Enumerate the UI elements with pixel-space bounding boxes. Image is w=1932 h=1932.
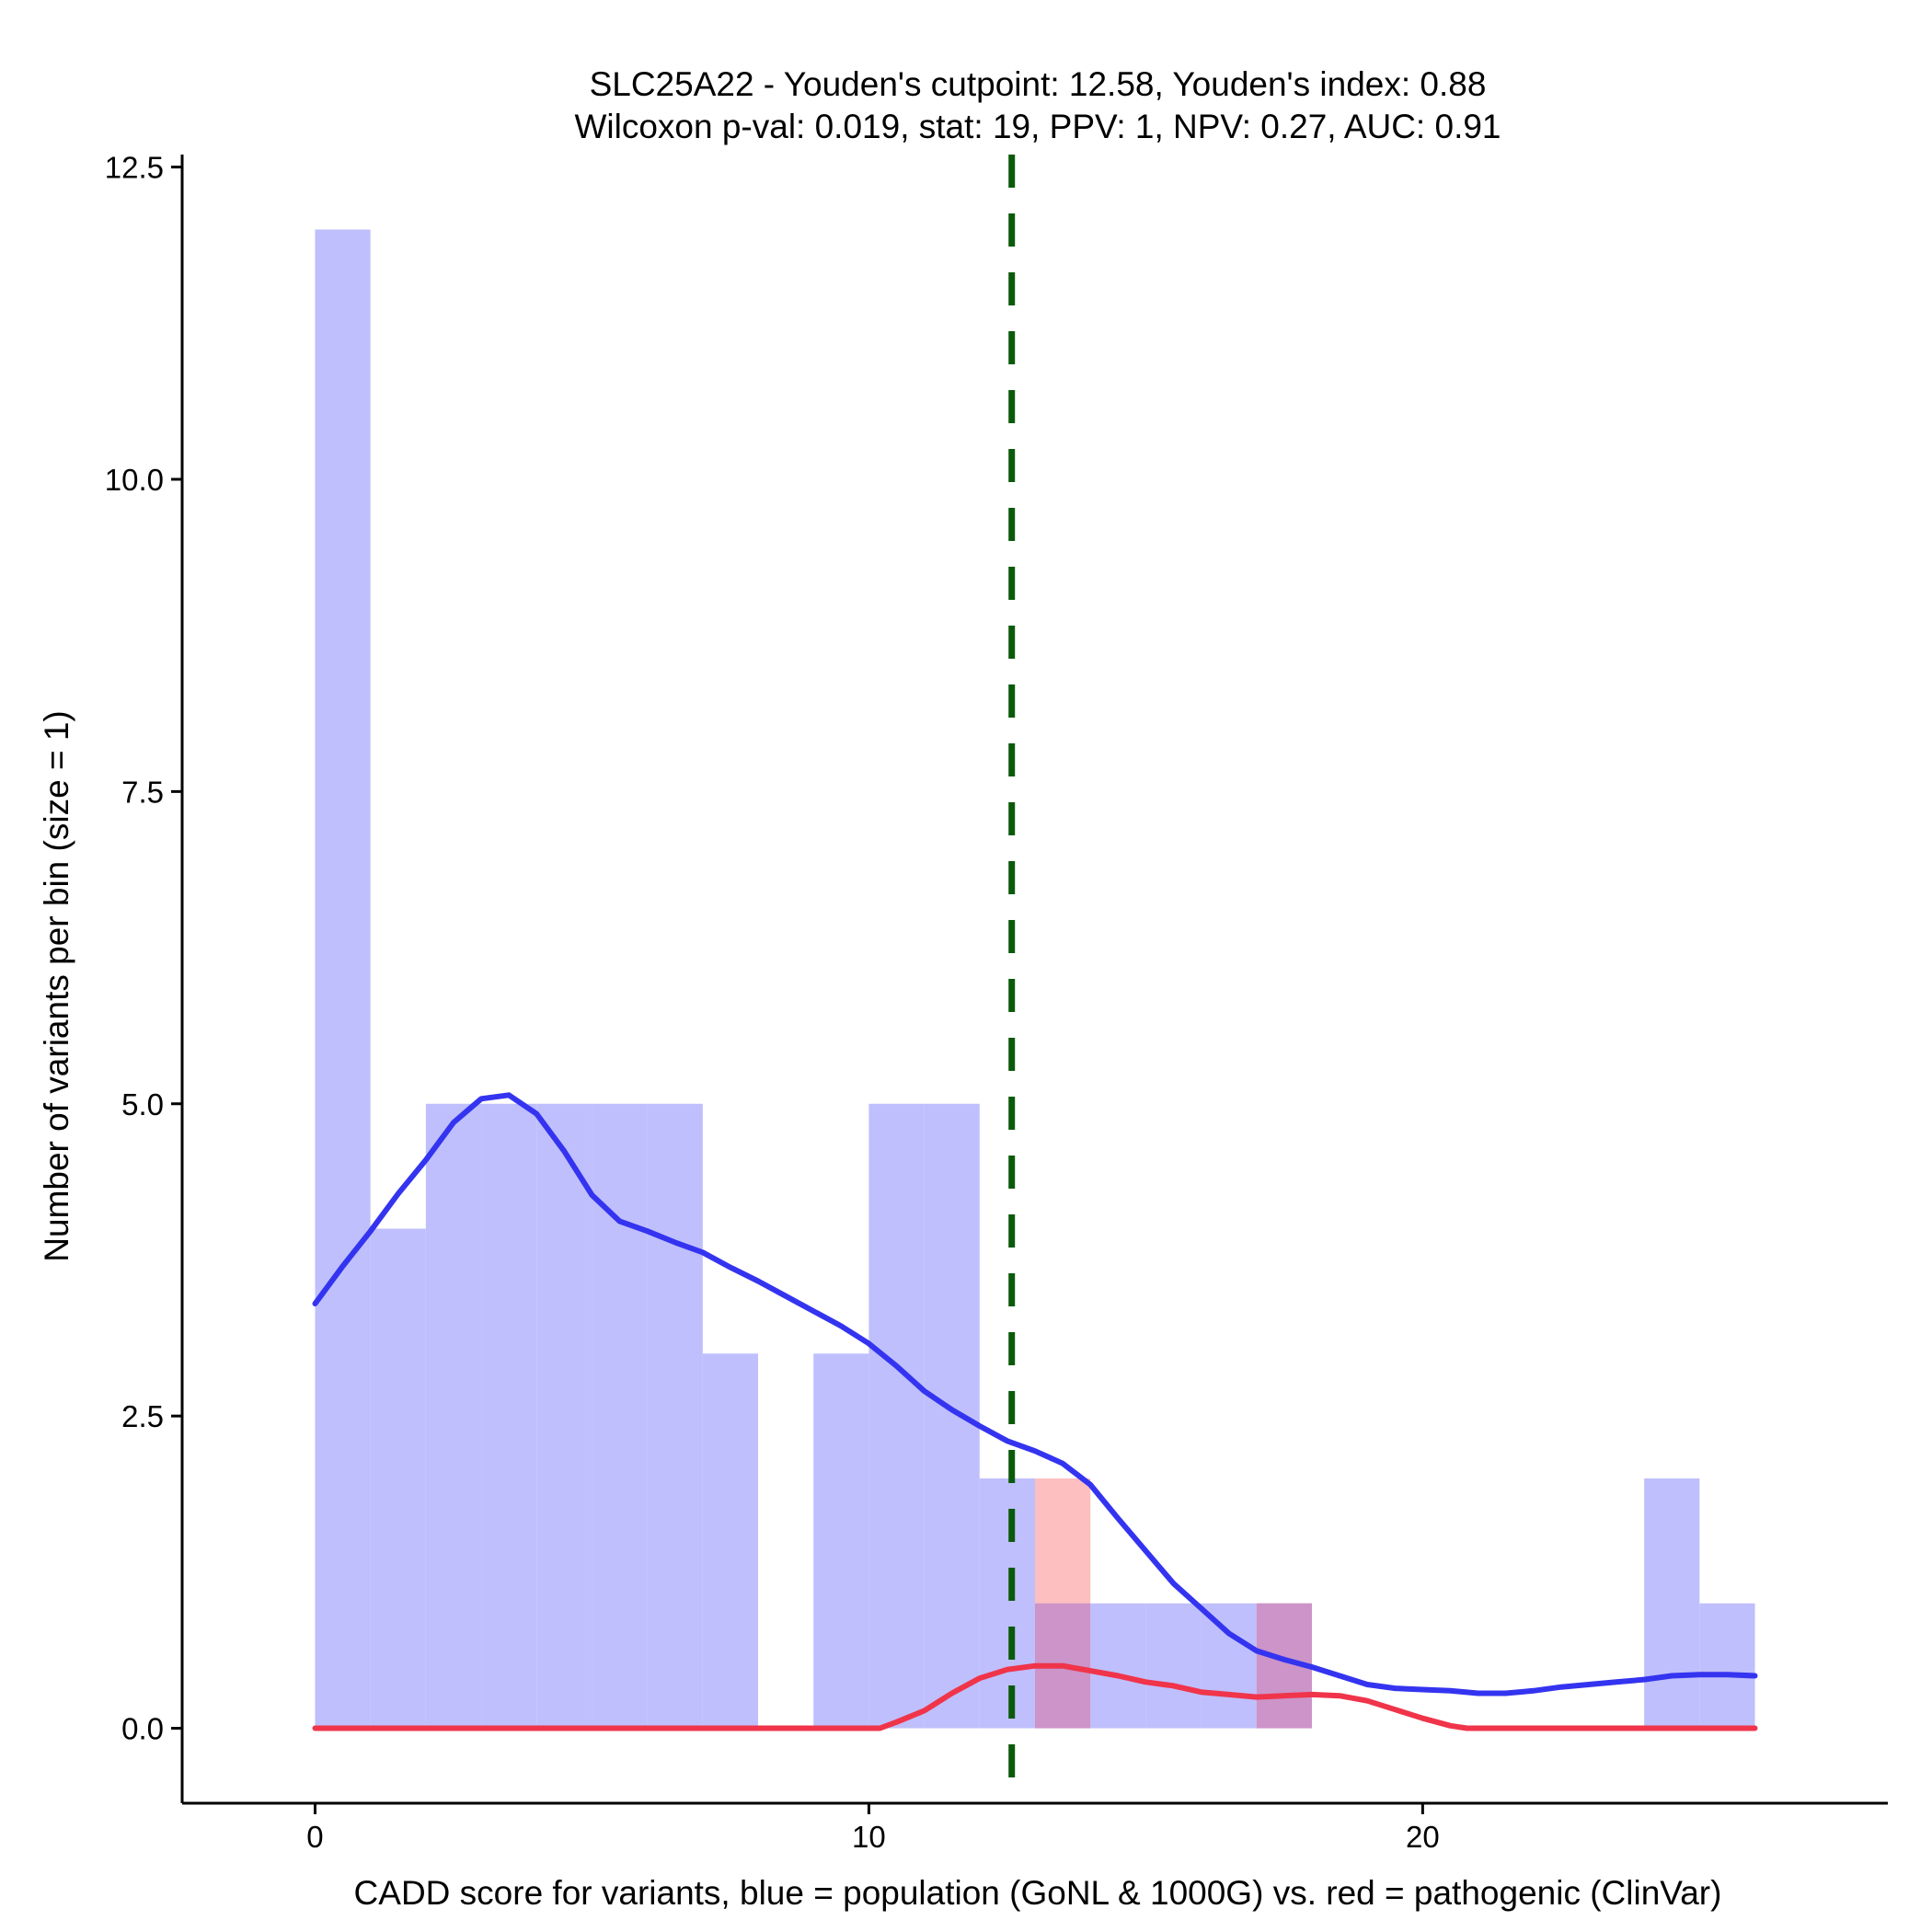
population-bar-9 (813, 1353, 869, 1729)
y-tick-label-4: 10.0 (105, 463, 164, 497)
y-axis-label: Number of variants per bin (size = 1) (38, 710, 75, 1261)
y-tick-label-3: 7.5 (121, 775, 164, 809)
population-bar-11 (924, 1103, 980, 1729)
population-bar-7 (702, 1353, 759, 1729)
population-bar-14 (1090, 1603, 1146, 1729)
population-bar-0 (315, 229, 371, 1729)
density-curves (312, 1092, 1758, 1731)
overlap-bars (1035, 1603, 1312, 1729)
pathogenic-density-line (312, 1662, 1758, 1731)
chart-title: SLC25A22 - Youden's cutpoint: 12.58, You… (590, 65, 1487, 103)
population-bar-4 (536, 1103, 592, 1729)
population-bar-5 (592, 1103, 648, 1729)
population-density-line (312, 1092, 1758, 1696)
y-tick-label-5: 12.5 (105, 151, 164, 185)
population-bars (315, 229, 1755, 1729)
population-bar-1 (370, 1228, 426, 1729)
population-bar-24 (1644, 1478, 1700, 1729)
y-tick-label-2: 5.0 (121, 1087, 164, 1121)
population-bar-25 (1699, 1603, 1755, 1729)
population-bar-16 (1201, 1603, 1257, 1729)
population-bar-15 (1145, 1603, 1202, 1729)
y-tick-label-1: 2.5 (121, 1399, 164, 1433)
population-bar-12 (979, 1478, 1035, 1729)
population-bar-10 (868, 1103, 925, 1729)
x-tick-label-0: 0 (306, 1820, 323, 1854)
y-tick-label-0: 0.0 (121, 1712, 164, 1746)
chart-subtitle: Wilcoxon p-val: 0.019, stat: 19, PPV: 1,… (574, 108, 1501, 145)
axes: 0.0 2.5 5.0 7.5 10.0 12.5 0 10 20 (105, 151, 1888, 1854)
x-tick-label-1: 10 (852, 1820, 886, 1854)
population-bar-6 (647, 1103, 703, 1729)
x-tick-label-2: 20 (1406, 1820, 1440, 1854)
x-axis-label: CADD score for variants, blue = populati… (354, 1874, 1722, 1912)
population-bar-3 (481, 1103, 537, 1729)
population-bar-2 (425, 1103, 482, 1729)
